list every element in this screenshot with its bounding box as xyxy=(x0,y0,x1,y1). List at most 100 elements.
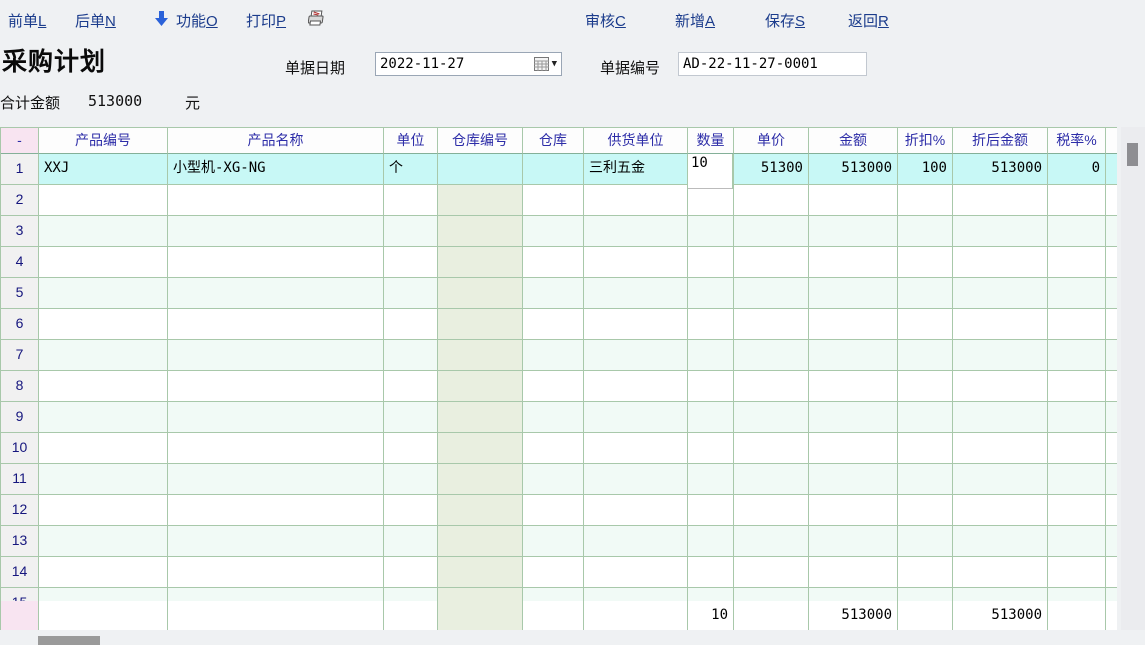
grid-cell-spare[interactable] xyxy=(1106,340,1117,371)
grid-cell[interactable] xyxy=(168,185,384,216)
horizontal-scrollbar[interactable] xyxy=(0,632,1145,645)
grid-cell[interactable] xyxy=(1048,371,1106,402)
grid-cell[interactable] xyxy=(734,464,809,495)
grid-cell[interactable] xyxy=(734,247,809,278)
grid-cell[interactable] xyxy=(898,402,953,433)
grid-cell[interactable] xyxy=(584,340,688,371)
grid-cell[interactable] xyxy=(168,216,384,247)
grid-cell[interactable] xyxy=(384,464,438,495)
row-number[interactable]: 14 xyxy=(1,557,39,588)
grid-cell[interactable] xyxy=(809,340,898,371)
grid-cell[interactable] xyxy=(734,278,809,309)
grid-cell[interactable] xyxy=(168,371,384,402)
grid-cell[interactable] xyxy=(898,185,953,216)
grid-cell[interactable] xyxy=(438,247,523,278)
grid-cell[interactable]: 0 xyxy=(1048,154,1106,185)
grid-cell[interactable] xyxy=(688,185,734,216)
vertical-scrollbar-thumb[interactable] xyxy=(1127,143,1138,166)
grid-cell[interactable] xyxy=(438,557,523,588)
grid-cell[interactable] xyxy=(438,278,523,309)
grid-cell[interactable] xyxy=(168,526,384,557)
grid-cell[interactable] xyxy=(1048,185,1106,216)
date-input[interactable] xyxy=(376,56,534,72)
grid-cell[interactable] xyxy=(168,557,384,588)
grid-cell[interactable] xyxy=(39,495,168,526)
grid-cell[interactable] xyxy=(39,402,168,433)
grid-cell[interactable] xyxy=(1048,340,1106,371)
grid-cell[interactable] xyxy=(953,247,1048,278)
grid-cell-spare[interactable] xyxy=(1106,526,1117,557)
return-button[interactable]: 返回R xyxy=(848,13,889,30)
row-number[interactable]: 8 xyxy=(1,371,39,402)
grid-cell[interactable] xyxy=(898,278,953,309)
grid-cell[interactable] xyxy=(688,464,734,495)
row-number[interactable]: 5 xyxy=(1,278,39,309)
grid-cell[interactable] xyxy=(898,216,953,247)
grid-cell[interactable] xyxy=(584,371,688,402)
grid-cell[interactable] xyxy=(584,247,688,278)
grid-cell[interactable] xyxy=(523,185,584,216)
column-header-3[interactable]: 单位 xyxy=(384,128,438,154)
column-header-8[interactable]: 单价 xyxy=(734,128,809,154)
grid-cell[interactable] xyxy=(438,340,523,371)
column-header-2[interactable]: 产品名称 xyxy=(168,128,384,154)
grid-cell-spare[interactable] xyxy=(1106,185,1117,216)
grid-cell[interactable] xyxy=(809,557,898,588)
grid-cell[interactable] xyxy=(523,433,584,464)
grid-cell[interactable] xyxy=(384,340,438,371)
grid-cell[interactable] xyxy=(523,371,584,402)
grid-cell[interactable] xyxy=(898,247,953,278)
horizontal-scrollbar-thumb[interactable] xyxy=(38,636,100,645)
grid-cell[interactable] xyxy=(953,526,1048,557)
grid-cell[interactable]: 个 xyxy=(384,154,438,185)
grid-cell[interactable] xyxy=(523,247,584,278)
grid-cell[interactable] xyxy=(168,247,384,278)
grid-cell[interactable] xyxy=(898,464,953,495)
grid-cell[interactable] xyxy=(809,464,898,495)
grid-cell-spare[interactable] xyxy=(1106,464,1117,495)
grid-cell[interactable] xyxy=(1048,433,1106,464)
grid-cell[interactable] xyxy=(523,309,584,340)
grid-cell[interactable] xyxy=(438,402,523,433)
grid-cell-spare[interactable] xyxy=(1106,557,1117,588)
column-header-5[interactable]: 仓库 xyxy=(523,128,584,154)
row-number[interactable]: 2 xyxy=(1,185,39,216)
row-number[interactable]: 10 xyxy=(1,433,39,464)
grid-cell[interactable] xyxy=(39,464,168,495)
grid-cell[interactable] xyxy=(168,340,384,371)
grid-cell[interactable]: XXJ xyxy=(39,154,168,185)
grid-cell[interactable] xyxy=(898,526,953,557)
grid-cell[interactable] xyxy=(1048,402,1106,433)
grid-cell[interactable] xyxy=(734,340,809,371)
grid-cell-spare[interactable] xyxy=(1106,402,1117,433)
grid-cell[interactable] xyxy=(523,154,584,185)
grid-cell[interactable] xyxy=(898,371,953,402)
grid-cell[interactable] xyxy=(953,278,1048,309)
grid-cell[interactable] xyxy=(584,402,688,433)
column-header-1[interactable]: 产品编号 xyxy=(39,128,168,154)
grid-cell[interactable] xyxy=(953,433,1048,464)
column-header-4[interactable]: 仓库编号 xyxy=(438,128,523,154)
save-button[interactable]: 保存S xyxy=(765,13,806,30)
grid-cell[interactable] xyxy=(688,278,734,309)
grid-cell[interactable] xyxy=(384,495,438,526)
grid-cell[interactable] xyxy=(584,433,688,464)
grid-cell[interactable] xyxy=(688,371,734,402)
row-number-header[interactable]: - xyxy=(1,128,39,154)
grid-cell[interactable] xyxy=(898,309,953,340)
grid-cell[interactable] xyxy=(438,371,523,402)
row-number[interactable]: 13 xyxy=(1,526,39,557)
grid-cell-spare[interactable] xyxy=(1106,433,1117,464)
grid-cell[interactable] xyxy=(584,557,688,588)
grid-cell[interactable] xyxy=(438,154,523,185)
row-number[interactable]: 7 xyxy=(1,340,39,371)
grid-cell[interactable] xyxy=(523,495,584,526)
column-header-12[interactable]: 税率% xyxy=(1048,128,1106,154)
column-header-6[interactable]: 供货单位 xyxy=(584,128,688,154)
grid-cell[interactable] xyxy=(734,495,809,526)
grid-cell[interactable]: 10 xyxy=(688,154,734,189)
grid-cell[interactable] xyxy=(584,185,688,216)
grid-cell[interactable] xyxy=(584,278,688,309)
grid-cell[interactable] xyxy=(523,278,584,309)
grid-cell[interactable] xyxy=(688,495,734,526)
